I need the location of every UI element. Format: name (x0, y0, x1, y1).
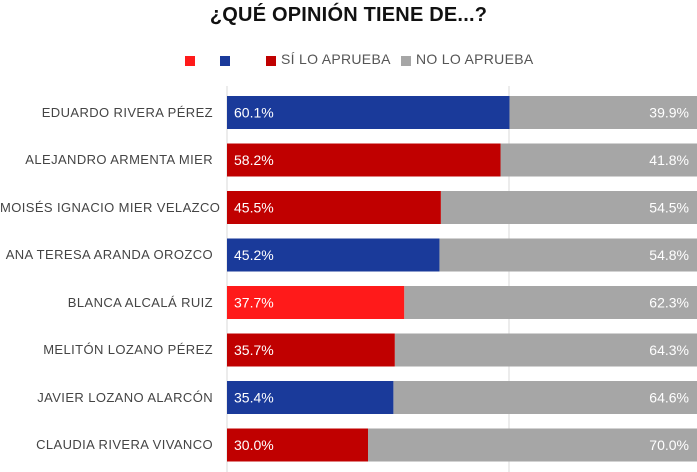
bar-no-aprueba (439, 238, 697, 272)
category-label: CLAUDIA RIVERA VIVANCO (36, 437, 213, 452)
legend-swatch-bright-red (185, 56, 195, 66)
value-label-no-aprueba: 54.5% (649, 200, 689, 216)
value-label-aprueba: 45.5% (234, 200, 274, 216)
value-label-aprueba: 37.7% (234, 295, 274, 311)
bar-aprueba (227, 333, 395, 367)
value-label-aprueba: 30.0% (234, 437, 274, 453)
bar-no-aprueba (500, 143, 697, 177)
legend-swatch-blue (220, 56, 230, 66)
value-label-aprueba: 58.2% (234, 152, 274, 168)
value-label-aprueba: 35.4% (234, 390, 274, 406)
bar-no-aprueba (393, 381, 697, 414)
bar-aprueba (227, 286, 405, 319)
legend-label-aprueba: SÍ LO APRUEBA (281, 51, 391, 67)
value-label-no-aprueba: 64.3% (649, 342, 689, 358)
value-label-no-aprueba: 41.8% (649, 152, 689, 168)
bar-no-aprueba (368, 428, 697, 462)
bar-no-aprueba (394, 333, 697, 367)
legend: SÍ LO APRUEBA NO LO APRUEBA (0, 48, 697, 72)
value-label-no-aprueba: 54.8% (649, 247, 689, 263)
category-label: ALEJANDRO ARMENTA MIER (25, 152, 213, 167)
category-label: ANA TERESA ARANDA OROZCO (5, 247, 213, 262)
value-label-aprueba: 45.2% (234, 247, 274, 263)
category-label: EDUARDO RIVERA PÉREZ (41, 104, 213, 120)
bar-aprueba (227, 428, 368, 462)
value-label-no-aprueba: 62.3% (649, 295, 689, 311)
bar-aprueba (227, 191, 441, 224)
value-label-aprueba: 35.7% (234, 342, 274, 358)
legend-swatch-no-aprueba (401, 56, 411, 66)
value-label-no-aprueba: 70.0% (649, 437, 689, 453)
bar-aprueba (227, 238, 440, 272)
legend-swatch-aprueba (266, 56, 276, 66)
value-label-aprueba: 60.1% (234, 105, 274, 121)
value-label-no-aprueba: 39.9% (649, 105, 689, 121)
bar-no-aprueba (440, 191, 697, 224)
category-label: MELITÓN LOZANO PÉREZ (43, 342, 213, 357)
legend-label-no-aprueba: NO LO APRUEBA (416, 51, 534, 67)
category-label: MOISÉS IGNACIO MIER VELAZCO (0, 199, 221, 215)
bar-no-aprueba (404, 286, 697, 319)
category-label: BLANCA ALCALÁ RUIZ (67, 294, 213, 310)
bar-aprueba (227, 381, 394, 414)
bar-aprueba (227, 96, 510, 129)
bar-aprueba (227, 143, 501, 177)
category-label: JAVIER LOZANO ALARCÓN (37, 389, 213, 405)
value-label-no-aprueba: 64.6% (649, 390, 689, 406)
bar-no-aprueba (509, 96, 697, 129)
chart-title: ¿QUÉ OPINIÓN TIENE DE...? (209, 4, 488, 26)
